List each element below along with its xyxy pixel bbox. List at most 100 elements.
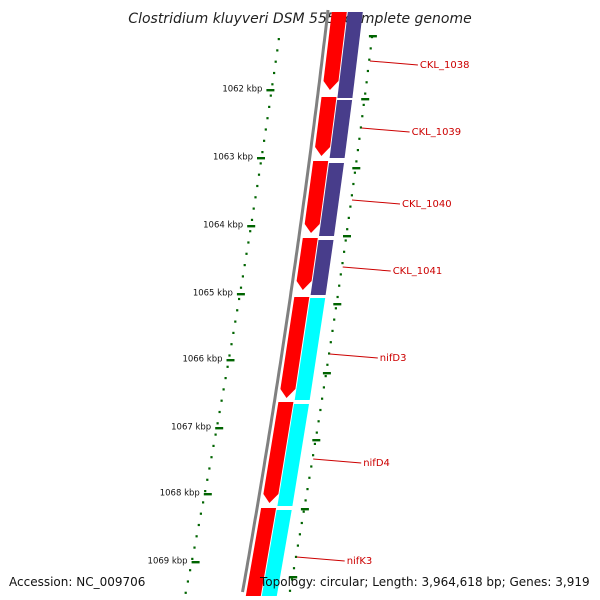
forward-cds xyxy=(304,161,329,233)
minor-tick xyxy=(184,591,187,594)
label-leader-line xyxy=(351,199,401,205)
map-title: Clostridium kluyveri DSM 555, complete g… xyxy=(128,11,471,27)
minor-tick xyxy=(259,162,262,165)
gene-label-track: CKL_1038 CKL_1039 CKL_1040 CKL_1041 nifD3 nif… xyxy=(296,60,470,567)
minor-tick xyxy=(206,478,209,481)
gene-label[interactable]: nifD4 xyxy=(363,458,390,469)
label-leader-line xyxy=(296,556,345,562)
minor-tick xyxy=(195,535,198,538)
minor-tick xyxy=(202,501,205,504)
kbp-tick xyxy=(247,225,256,228)
kbp-label: 1066 kbp xyxy=(182,355,222,365)
kbp-tick xyxy=(236,293,245,296)
backbone-line xyxy=(241,9,330,593)
gene-label[interactable]: CKL_1039 xyxy=(412,127,462,138)
backbone-track xyxy=(241,9,330,593)
minor-tick xyxy=(254,196,257,199)
label-leader-line xyxy=(369,60,418,66)
kbp-tick xyxy=(215,427,224,430)
minor-tick xyxy=(199,512,202,515)
minor-tick xyxy=(230,343,233,346)
kbp-tick xyxy=(352,167,361,170)
forward-cds xyxy=(296,238,318,290)
minor-tick xyxy=(338,284,341,287)
forward-cds xyxy=(280,297,310,398)
reverse-cds xyxy=(294,298,326,400)
minor-tick xyxy=(226,365,229,368)
minor-tick xyxy=(232,331,235,334)
minor-tick xyxy=(341,262,344,265)
minor-tick xyxy=(212,444,215,447)
minor-tick xyxy=(249,230,252,233)
minor-tick xyxy=(214,433,217,436)
minor-tick xyxy=(264,128,267,131)
reverse-cds xyxy=(319,163,344,236)
reverse-strand-track xyxy=(261,12,363,596)
minor-tick xyxy=(216,422,219,425)
minor-tick xyxy=(366,69,369,73)
minor-tick xyxy=(294,555,298,558)
minor-tick xyxy=(358,137,361,140)
kbp-tick xyxy=(333,303,342,306)
minor-tick xyxy=(302,510,305,513)
kbp-tick xyxy=(266,89,275,92)
minor-tick xyxy=(191,557,194,560)
minor-tick xyxy=(312,454,315,457)
minor-tick xyxy=(186,580,189,583)
gene-label[interactable]: CKL_1038 xyxy=(420,60,470,71)
label-leader-line xyxy=(361,127,410,133)
minor-tick xyxy=(344,239,347,242)
minor-tick xyxy=(239,286,243,289)
kbp-tick xyxy=(361,98,370,101)
minor-tick xyxy=(257,173,261,176)
minor-tick xyxy=(204,490,207,493)
kbp-label: 1069 kbp xyxy=(148,557,188,567)
minor-tick xyxy=(369,47,372,50)
minor-tick xyxy=(256,184,259,188)
reverse-cds xyxy=(277,404,309,506)
minor-tick xyxy=(210,456,213,459)
kbp-tick xyxy=(343,235,351,238)
kbp-tick xyxy=(226,359,235,362)
minor-tick xyxy=(347,216,350,219)
forward-cds xyxy=(263,402,294,503)
accession-label: Accession: NC_009706 xyxy=(9,575,145,589)
minor-tick xyxy=(324,375,327,378)
minor-tick xyxy=(220,399,223,402)
topology-label: Topology: circular; Length: 3,964,618 bp… xyxy=(259,575,590,589)
gene-label[interactable]: CKL_1041 xyxy=(393,266,443,277)
kbp-tick xyxy=(300,508,309,511)
minor-tick xyxy=(189,569,192,572)
minor-tick xyxy=(236,309,239,312)
minor-tick xyxy=(193,546,196,549)
minor-tick xyxy=(247,241,250,244)
minor-tick xyxy=(355,160,358,163)
forward-cds xyxy=(245,508,277,596)
minor-tick xyxy=(266,117,269,120)
minor-tick xyxy=(321,397,324,400)
minor-tick xyxy=(241,275,244,278)
gene-label[interactable]: CKL_1040 xyxy=(402,199,452,210)
minor-tick xyxy=(261,151,264,154)
kbp-tick xyxy=(289,576,298,579)
kbp-tick xyxy=(368,35,377,38)
minor-tick-track xyxy=(184,36,374,594)
minor-tick xyxy=(310,465,313,468)
minor-tick xyxy=(315,431,318,434)
gene-label[interactable]: nifK3 xyxy=(347,556,373,567)
minor-tick xyxy=(252,207,255,210)
minor-tick xyxy=(322,386,325,389)
kbp-label: 1065 kbp xyxy=(193,289,233,299)
minor-tick xyxy=(339,273,342,276)
minor-tick xyxy=(218,410,221,414)
minor-tick xyxy=(300,521,303,525)
minor-tick xyxy=(352,182,355,186)
minor-tick xyxy=(356,149,359,152)
kbp-label: 1063 kbp xyxy=(213,153,253,163)
minor-tick xyxy=(304,499,307,502)
minor-tick xyxy=(333,318,336,321)
label-leader-line xyxy=(313,458,362,464)
minor-tick xyxy=(331,329,334,332)
minor-tick xyxy=(274,60,277,63)
gene-label[interactable]: nifD3 xyxy=(380,353,407,364)
